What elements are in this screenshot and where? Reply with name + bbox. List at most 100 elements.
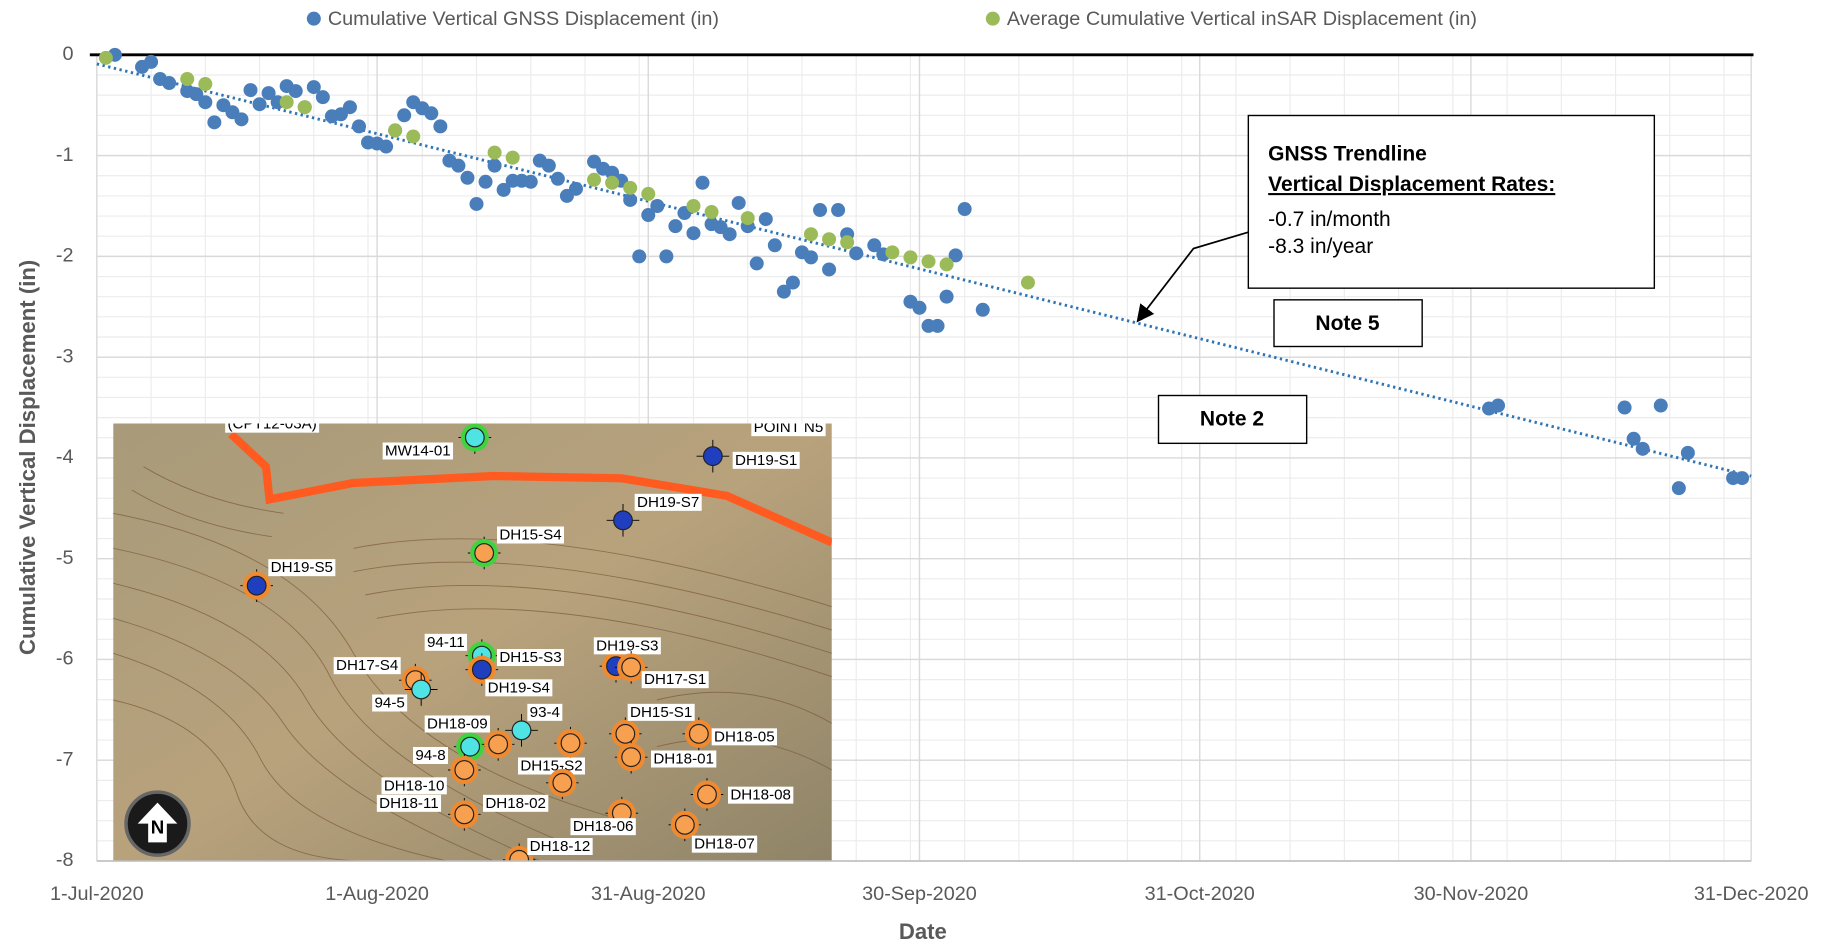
point xyxy=(686,198,701,213)
map-label: DH18-11 xyxy=(379,795,439,812)
map-label-bg xyxy=(424,633,467,651)
map-label-bg xyxy=(732,451,800,469)
point xyxy=(632,249,647,264)
point xyxy=(803,227,818,242)
map-label: DH18-07 xyxy=(694,836,755,853)
legend-label: Average Cumulative Vertical inSAR Displa… xyxy=(1007,8,1477,30)
point xyxy=(306,80,321,95)
map-label-bg xyxy=(497,526,565,544)
x-tick-label: 1-Jul-2020 xyxy=(50,883,144,905)
map-label-bg xyxy=(651,750,717,768)
map-label-bg xyxy=(728,786,794,804)
point xyxy=(749,256,764,271)
plot xyxy=(89,47,1754,862)
map-label-bg xyxy=(382,442,454,460)
point xyxy=(813,203,828,218)
point xyxy=(1617,400,1632,415)
point xyxy=(822,262,837,277)
y-tick-label: -1 xyxy=(56,144,74,166)
point xyxy=(767,238,782,253)
point xyxy=(930,318,945,333)
well-marker xyxy=(674,814,695,835)
point xyxy=(731,195,746,210)
map-label-bg xyxy=(691,835,758,853)
map-label: DH19-S4 xyxy=(488,679,550,696)
point xyxy=(261,86,276,101)
point xyxy=(831,203,846,218)
point xyxy=(180,72,195,87)
map-label-bg xyxy=(485,679,553,697)
x-tick-label: 30-Nov-2020 xyxy=(1414,883,1529,905)
point xyxy=(379,139,394,154)
point xyxy=(433,119,448,134)
legend: Cumulative Vertical GNSS Displacement (i… xyxy=(306,8,1477,30)
well-marker xyxy=(511,720,532,741)
well-marker xyxy=(621,657,642,678)
point xyxy=(1020,275,1035,290)
y-tick-label: -5 xyxy=(56,547,74,569)
point xyxy=(1653,398,1668,413)
map-label: 94-11 xyxy=(427,634,465,651)
point xyxy=(207,115,222,130)
point xyxy=(144,54,159,69)
point xyxy=(478,174,493,189)
map-label: DH18-12 xyxy=(530,838,591,855)
well-marker xyxy=(411,679,432,700)
x-tick-label: 31-Oct-2020 xyxy=(1145,883,1255,905)
map-label: DH18-01 xyxy=(653,751,714,768)
point xyxy=(234,112,249,127)
point xyxy=(1635,441,1650,456)
y-tick-label: -2 xyxy=(56,245,74,267)
point xyxy=(758,212,773,227)
map-label: 94-5 xyxy=(375,695,405,712)
legend-label: Cumulative Vertical GNSS Displacement (i… xyxy=(328,8,719,30)
well-marker xyxy=(471,659,492,680)
map-label-bg xyxy=(593,637,661,655)
map-label-bg xyxy=(634,493,702,511)
map-label-bg xyxy=(381,777,447,795)
point xyxy=(641,186,656,201)
north-label: N xyxy=(151,816,164,837)
map-label: DH19-S5 xyxy=(271,559,333,576)
well-marker xyxy=(488,734,509,755)
point xyxy=(650,198,665,213)
map-label-bg xyxy=(413,747,449,764)
point xyxy=(722,227,737,242)
point xyxy=(975,302,990,317)
point xyxy=(623,180,638,195)
trendline xyxy=(96,62,1752,478)
point xyxy=(162,76,177,91)
point xyxy=(487,158,502,173)
point xyxy=(496,182,511,197)
map-label: DH15-S2 xyxy=(520,758,582,775)
point xyxy=(939,257,954,272)
map-label-bg xyxy=(751,423,826,437)
x-tick-label: 1-Aug-2020 xyxy=(325,883,429,905)
point xyxy=(605,165,620,180)
well-marker xyxy=(474,543,495,563)
map-label: (CPT12-03A) xyxy=(228,416,317,433)
map-label: 94-8 xyxy=(415,747,445,764)
note-box xyxy=(1273,299,1423,348)
note: Note 5 xyxy=(1315,312,1380,335)
map-label: POINT N5 xyxy=(754,419,824,436)
x-axis-title: Date xyxy=(899,919,947,944)
map-label: 93-4 xyxy=(530,704,560,721)
point xyxy=(803,250,818,265)
well-marker xyxy=(246,575,267,596)
y-tick-label: -4 xyxy=(56,446,74,468)
point xyxy=(550,171,565,186)
map-label-bg xyxy=(497,649,565,666)
map-label: DH18-09 xyxy=(427,716,488,733)
well-marker xyxy=(702,446,723,467)
well-marker xyxy=(460,736,481,757)
point xyxy=(948,248,963,263)
map-label-bg xyxy=(527,838,593,855)
map-label: DH19-S3 xyxy=(596,637,658,654)
well-marker xyxy=(509,849,530,861)
point xyxy=(822,232,837,247)
point xyxy=(695,175,710,190)
annotation-line: -0.7 in/month xyxy=(1268,208,1391,231)
map-label: MW14-01 xyxy=(385,443,451,460)
point xyxy=(288,84,303,99)
